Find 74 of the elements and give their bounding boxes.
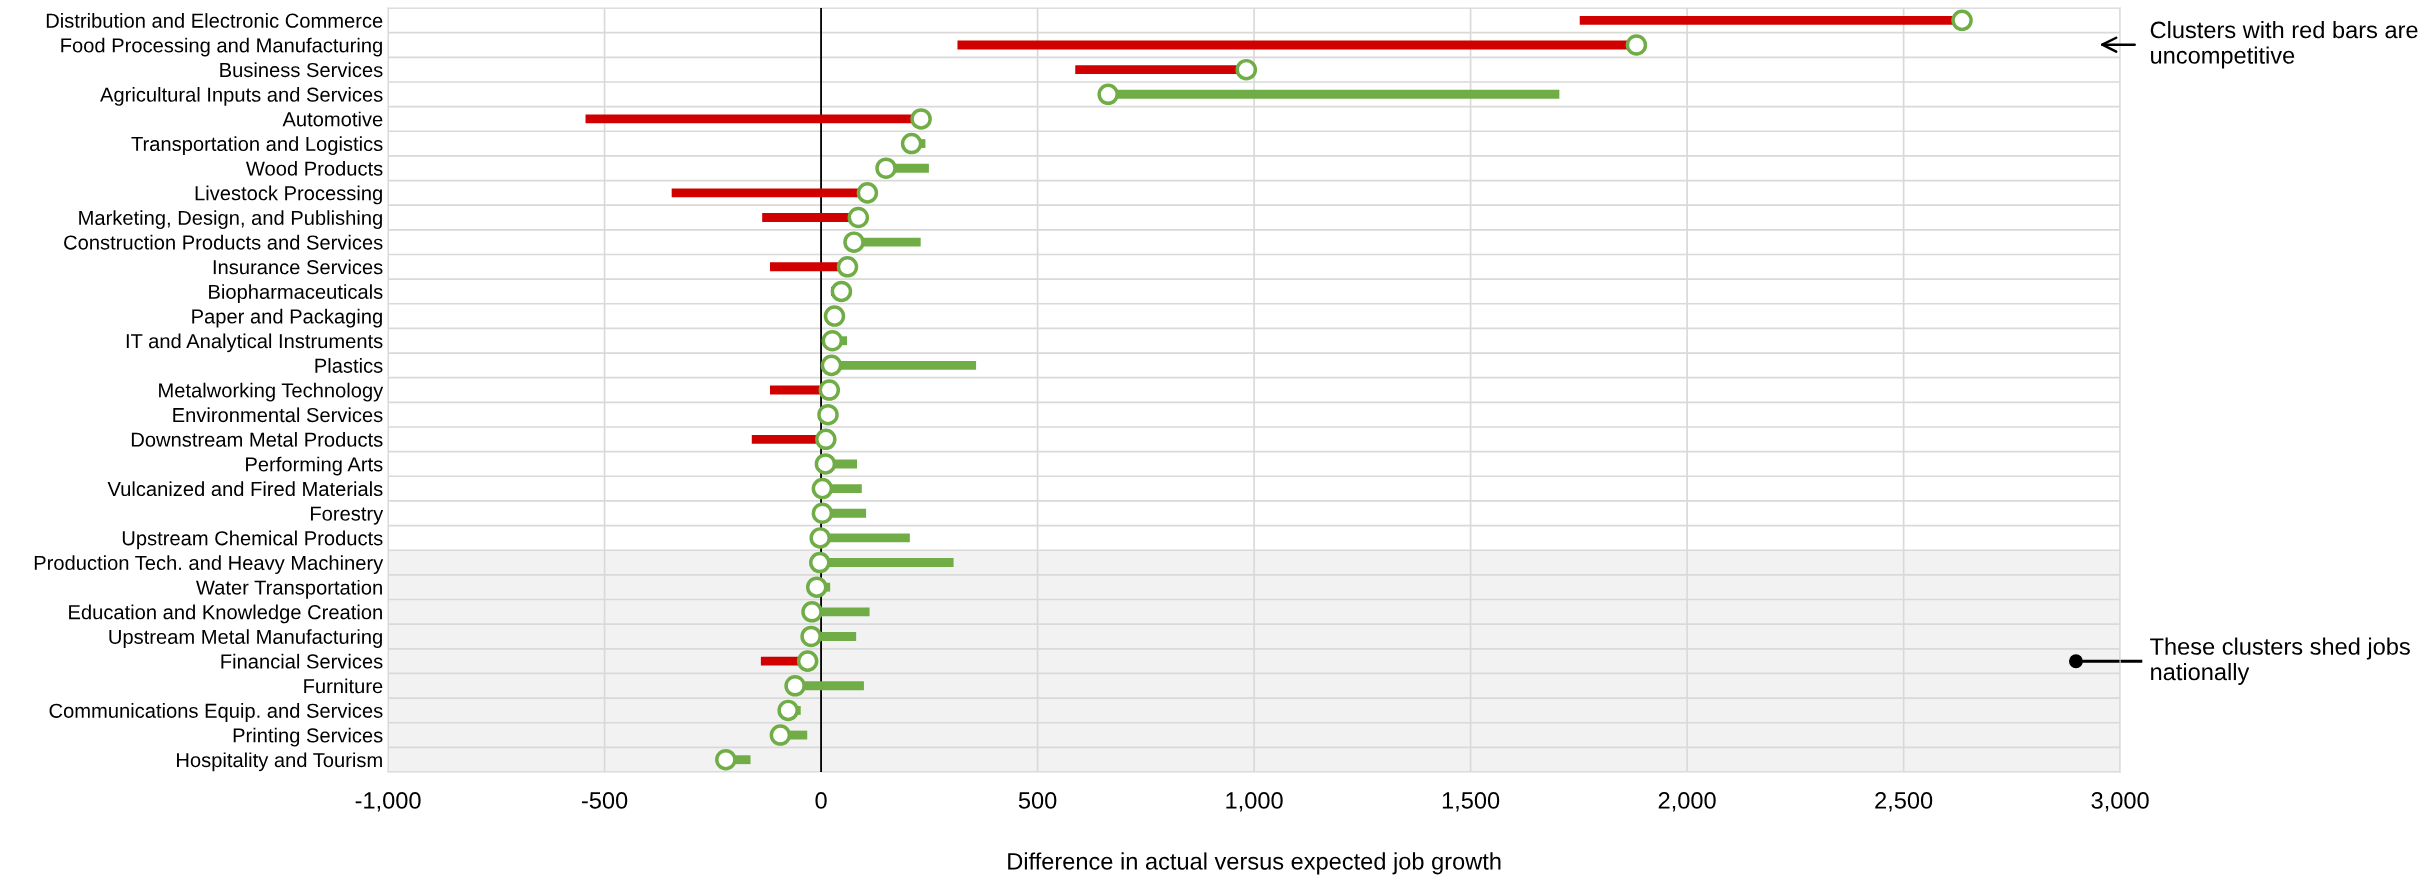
y-tick-label: Construction Products and Services <box>64 234 383 250</box>
point <box>715 748 737 771</box>
point <box>784 675 806 697</box>
point <box>1951 9 1973 32</box>
y-tick-label: Biopharmaceuticals <box>209 284 383 303</box>
text: Clusters with red bars are uncompetitive <box>2150 20 2418 69</box>
point <box>800 625 822 648</box>
point <box>821 329 844 352</box>
y-tick-label: Upstream Chemical Products <box>122 530 383 550</box>
y-tick-label: IT and Analytical Instruments <box>126 333 383 353</box>
y-tick-label: Communications Equip. and Services <box>49 703 383 722</box>
x-tick-label: -1,000 <box>355 792 421 812</box>
y-tick-label: Downstream Metal Products <box>131 432 383 447</box>
y-tick-label: Wood Products <box>245 160 383 176</box>
x-tick-label: 2,500 <box>1875 792 1933 812</box>
point <box>811 477 834 500</box>
y-tick-label: Environmental Services <box>173 407 383 423</box>
point <box>815 428 837 451</box>
point <box>1235 58 1258 81</box>
y-tick-label: Production Tech. and Heavy Machinery <box>34 555 384 575</box>
y-tick-label: Education and Knowledge Creation <box>69 604 382 624</box>
y-tick-label: Forestry <box>311 506 384 525</box>
point <box>1097 83 1119 106</box>
point <box>777 699 799 722</box>
y-tick-label: Upstream Metal Manufacturing <box>109 629 382 648</box>
x-tick-label: 0 <box>815 792 827 809</box>
y-tick-label: Hospitality and Tourism <box>177 752 382 772</box>
y-tick-label: Water Transportation <box>196 579 382 599</box>
y-tick-label: Printing Services <box>233 727 383 747</box>
point <box>823 305 846 327</box>
point <box>769 724 792 746</box>
x-tick-label: 2,000 <box>1658 792 1716 812</box>
y-tick-label: Performing Arts <box>246 456 383 476</box>
y-tick-label: Livestock Processing <box>195 185 382 205</box>
y-tick-label: Paper and Packaging <box>192 308 382 328</box>
y-tick-label: Food Processing and Manufacturing <box>61 37 382 57</box>
point <box>900 132 923 155</box>
point <box>814 453 837 475</box>
text: These clusters shed jobs nationally <box>2150 637 2410 685</box>
y-tick-label: Metalworking Technology <box>159 382 384 402</box>
y-tick-label: Financial Services <box>221 653 383 669</box>
point <box>856 182 879 204</box>
point <box>809 527 831 549</box>
y-tick-label: Furniture <box>304 678 383 694</box>
point <box>875 157 897 179</box>
y-tick-label: Transportation and Logistics <box>131 136 383 156</box>
y-tick-label: Plastics <box>315 358 383 373</box>
x-tick-label: 1,500 <box>1442 792 1500 812</box>
point <box>1625 34 1648 56</box>
x-tick-label: 1,000 <box>1226 792 1283 812</box>
point <box>818 379 841 401</box>
point <box>847 206 870 229</box>
point <box>809 551 831 574</box>
point <box>820 354 843 377</box>
point <box>830 280 853 303</box>
y-tick-label: Distribution and Electronic Commerce <box>46 13 383 28</box>
point <box>801 601 823 623</box>
point <box>910 108 932 130</box>
y-tick-label: Vulcanized and Fired Materials <box>107 481 383 497</box>
point <box>817 403 839 426</box>
x-tick-label: 500 <box>1018 792 1057 809</box>
point <box>811 502 834 525</box>
point <box>843 231 865 253</box>
y-tick-label: Automotive <box>282 111 383 127</box>
x-axis-title: Difference in actual versus expected job growth <box>1008 852 1501 875</box>
point <box>836 256 859 278</box>
point <box>796 650 819 672</box>
y-tick-label: Insurance Services <box>213 259 383 275</box>
y-tick-label: Marketing, Design, and Publishing <box>79 210 382 229</box>
x-tick-label: 3,000 <box>2091 792 2149 812</box>
y-tick-label: Business Services <box>220 62 383 78</box>
point <box>805 576 828 598</box>
x-tick-label: -500 <box>581 792 628 809</box>
y-tick-label: Agricultural Inputs and Services <box>100 86 383 106</box>
